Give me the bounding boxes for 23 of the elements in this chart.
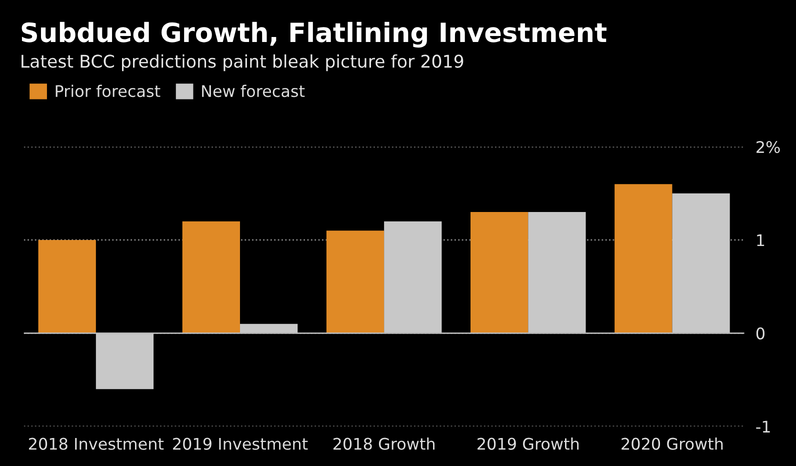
- chart-subtitle: Latest BCC predictions paint bleak picture for 2019: [22, 54, 464, 72]
- bar: [470, 212, 528, 334]
- y-tick-label: 1: [757, 234, 764, 246]
- x-tick-label: 2019 Investment: [173, 438, 308, 450]
- legend-label: New forecast: [202, 84, 305, 98]
- bar: [240, 324, 298, 334]
- y-tick-label: -1: [756, 420, 770, 432]
- x-tick-label: 2018 Investment: [28, 438, 164, 450]
- bar: [326, 230, 384, 334]
- bar: [96, 333, 154, 390]
- y-tick-label: 0: [756, 327, 764, 340]
- chart-title: Subdued Growth, Flatlining Investment: [22, 22, 607, 48]
- bar: [38, 240, 96, 334]
- bar: [614, 184, 672, 334]
- x-tick-label: 2020 Growth: [622, 438, 723, 450]
- bar: [672, 193, 730, 334]
- bar: [384, 221, 442, 334]
- bar: [182, 221, 240, 334]
- y-tick-label: 2%: [756, 141, 780, 154]
- x-tick-label: 2019 Growth: [478, 438, 579, 450]
- legend-label: Prior forecast: [56, 84, 160, 98]
- x-tick-label: 2018 Growth: [333, 438, 434, 450]
- bar: [528, 212, 586, 334]
